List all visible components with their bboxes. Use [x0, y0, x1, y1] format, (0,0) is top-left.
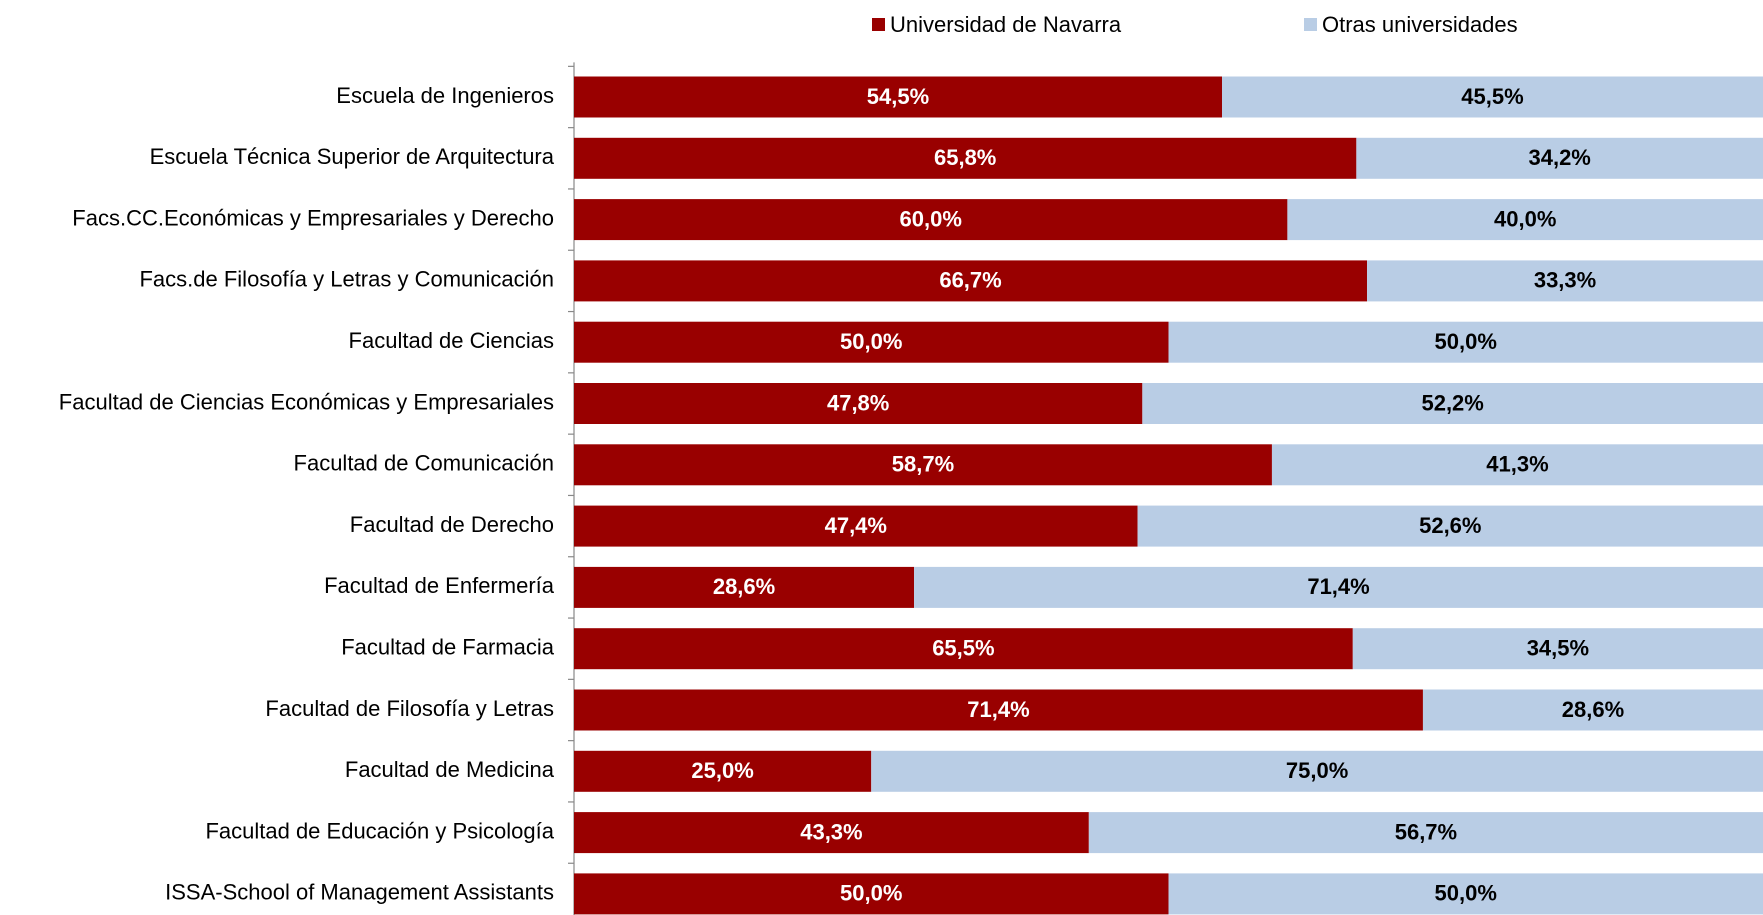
value-label: 28,6%	[713, 574, 775, 599]
value-label: 34,5%	[1527, 636, 1589, 661]
value-label: 50,0%	[840, 881, 902, 906]
category-label: Facultad de Filosofía y Letras	[265, 696, 554, 721]
bar-segment	[1168, 873, 1763, 915]
bar-segment	[1287, 199, 1763, 241]
value-label: 43,3%	[800, 819, 862, 844]
value-label: 47,4%	[825, 513, 887, 538]
bar-segment	[574, 812, 1089, 854]
bar-segment	[574, 873, 1169, 915]
value-label: 25,0%	[691, 758, 753, 783]
bar-segment	[1352, 628, 1763, 670]
bar-segment	[1271, 444, 1763, 486]
value-label: 54,5%	[867, 84, 929, 109]
value-label: 52,6%	[1419, 513, 1481, 538]
category-label: Facultad de Educación y Psicología	[205, 818, 554, 843]
bar-segment	[1356, 137, 1763, 179]
bar-segment	[871, 750, 1763, 792]
value-label: 66,7%	[939, 268, 1001, 293]
value-label: 50,0%	[1435, 881, 1497, 906]
category-label: Facultad de Ciencias	[349, 328, 554, 353]
bar-segment	[574, 566, 915, 608]
bar-segment	[1168, 321, 1763, 363]
category-label: Facultad de Medicina	[345, 757, 555, 782]
bar-segment	[574, 199, 1288, 241]
value-label: 56,7%	[1395, 819, 1457, 844]
legend-swatch	[1304, 18, 1317, 31]
value-label: 58,7%	[892, 452, 954, 477]
bar-segment	[1422, 689, 1763, 731]
category-label: Facs.de Filosofía y Letras y Comunicació…	[139, 267, 554, 292]
category-label: Facultad de Comunicación	[294, 451, 554, 476]
value-label: 34,2%	[1528, 145, 1590, 170]
bar-segment	[574, 76, 1223, 118]
value-label: 65,5%	[932, 636, 994, 661]
value-label: 71,4%	[1307, 574, 1369, 599]
bar-segment	[574, 750, 872, 792]
value-label: 41,3%	[1486, 452, 1548, 477]
category-label: Facultad de Ciencias Económicas y Empres…	[59, 389, 554, 414]
value-label: 71,4%	[967, 697, 1029, 722]
category-label: ISSA-School of Management Assistants	[165, 880, 554, 905]
legend-label: Otras universidades	[1322, 12, 1518, 37]
bar-segment	[574, 628, 1353, 670]
value-label: 28,6%	[1562, 697, 1624, 722]
bar-segment	[1088, 812, 1763, 854]
bar-segment	[1367, 260, 1763, 302]
category-label: Facultad de Derecho	[350, 512, 554, 537]
value-label: 47,8%	[827, 390, 889, 415]
value-label: 40,0%	[1494, 206, 1556, 231]
category-label: Facultad de Farmacia	[341, 635, 555, 660]
legend-swatch	[872, 18, 885, 31]
value-label: 33,3%	[1534, 268, 1596, 293]
value-label: 45,5%	[1461, 84, 1523, 109]
value-label: 65,8%	[934, 145, 996, 170]
bar-segment	[574, 505, 1138, 547]
bar-segment	[574, 383, 1143, 424]
bar-segment	[1137, 505, 1763, 547]
bar-segment	[574, 260, 1368, 302]
legend-label: Universidad de Navarra	[890, 12, 1122, 37]
bar-segment	[574, 137, 1357, 179]
value-label: 75,0%	[1286, 758, 1348, 783]
bar-segment	[574, 444, 1272, 486]
bar-segment	[574, 321, 1169, 363]
bar-segment	[574, 689, 1423, 731]
value-label: 50,0%	[840, 329, 902, 354]
category-label: Escuela de Ingenieros	[336, 83, 554, 108]
value-label: 50,0%	[1435, 329, 1497, 354]
category-label: Escuela Técnica Superior de Arquitectura	[150, 144, 555, 169]
value-label: 60,0%	[900, 206, 962, 231]
value-label: 52,2%	[1421, 390, 1483, 415]
bar-segment	[914, 566, 1763, 608]
bar-segment	[1222, 76, 1763, 118]
bar-segment	[1142, 383, 1763, 424]
category-label: Facs.CC.Económicas y Empresariales y Der…	[72, 205, 554, 230]
category-label: Facultad de Enfermería	[324, 573, 555, 598]
